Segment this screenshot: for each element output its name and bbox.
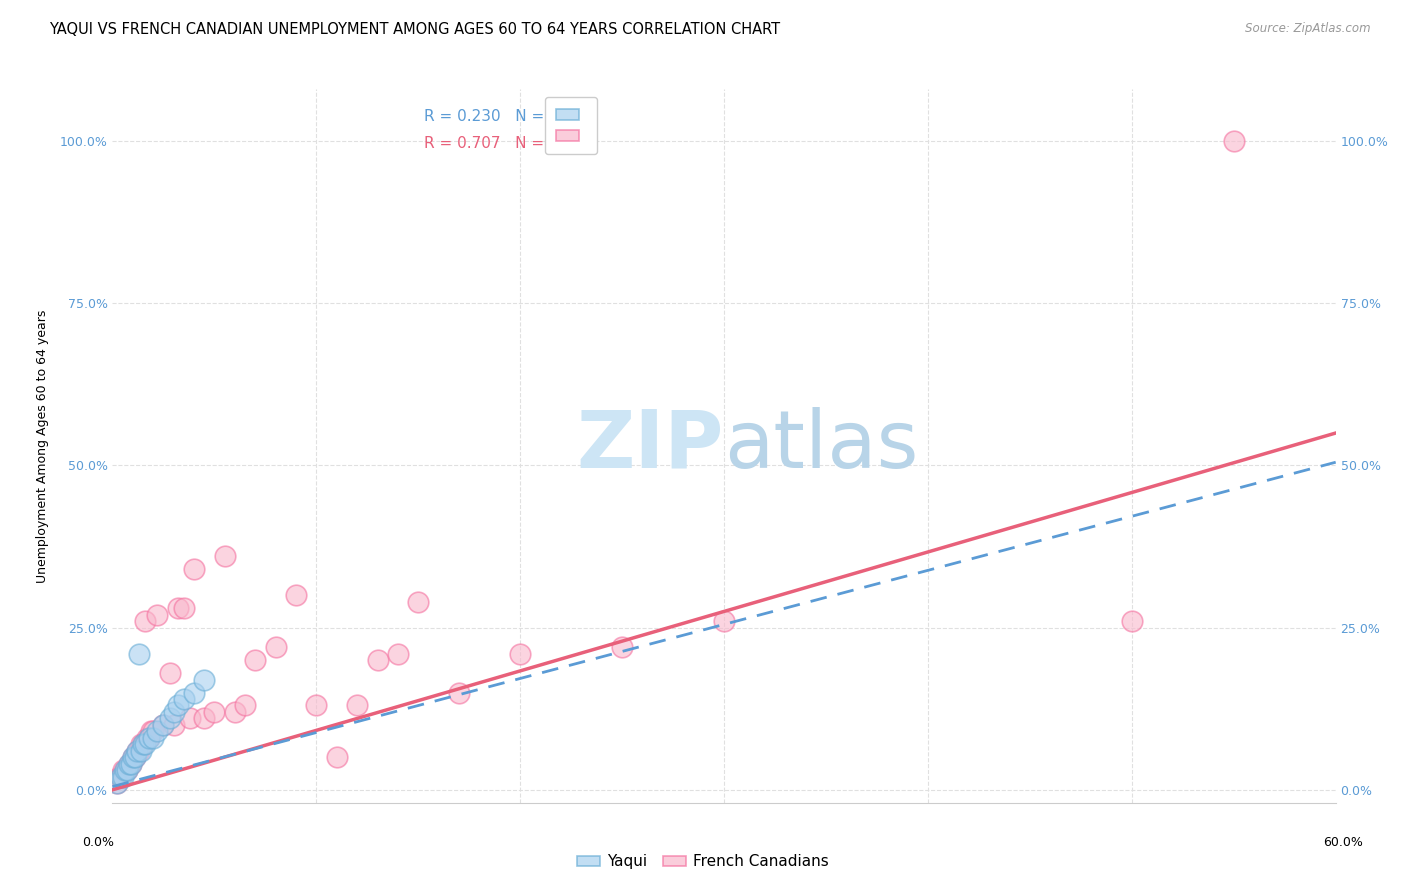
Point	[509, 647, 531, 661]
Point	[141, 724, 163, 739]
Point	[610, 640, 633, 654]
Point	[120, 756, 142, 771]
Point	[173, 601, 195, 615]
Point	[128, 647, 150, 661]
Point	[159, 711, 181, 725]
Point	[125, 744, 148, 758]
Point	[146, 607, 169, 622]
Point	[193, 711, 215, 725]
Point	[111, 764, 134, 778]
Point	[115, 764, 138, 778]
Y-axis label: Unemployment Among Ages 60 to 64 years: Unemployment Among Ages 60 to 64 years	[35, 310, 49, 582]
Point	[305, 698, 328, 713]
Point	[115, 764, 138, 778]
Point	[118, 756, 141, 771]
Point	[183, 685, 205, 699]
Point	[204, 705, 226, 719]
Point	[233, 698, 256, 713]
Point	[118, 756, 141, 771]
Point	[387, 647, 409, 661]
Point	[152, 718, 174, 732]
Point	[132, 738, 155, 752]
Point	[105, 776, 128, 790]
Point	[120, 756, 142, 771]
Point	[245, 653, 267, 667]
Point	[114, 764, 136, 778]
Point	[107, 770, 129, 784]
Point	[163, 718, 186, 732]
Point	[134, 614, 156, 628]
Point	[408, 595, 430, 609]
Point	[159, 666, 181, 681]
Point	[447, 685, 470, 699]
Point	[142, 724, 165, 739]
Point	[152, 718, 174, 732]
Text: R = 0.230   N = 24: R = 0.230 N = 24	[425, 109, 569, 124]
Point	[142, 731, 165, 745]
Point	[110, 770, 132, 784]
Legend: Yaqui, French Canadians: Yaqui, French Canadians	[571, 848, 835, 875]
Point	[132, 738, 155, 752]
Point	[166, 698, 188, 713]
Point	[713, 614, 735, 628]
Text: 0.0%: 0.0%	[83, 837, 114, 849]
Point	[183, 562, 205, 576]
Point	[214, 549, 236, 564]
Point	[105, 776, 128, 790]
Point	[166, 601, 188, 615]
Point	[124, 750, 146, 764]
Point	[146, 724, 169, 739]
Point	[129, 738, 152, 752]
Legend: , : ,	[546, 97, 598, 154]
Point	[179, 711, 201, 725]
Point	[326, 750, 349, 764]
Text: 60.0%: 60.0%	[1323, 837, 1362, 849]
Point	[138, 731, 160, 745]
Text: ZIP: ZIP	[576, 407, 724, 485]
Point	[138, 731, 160, 745]
Point	[122, 750, 145, 764]
Point	[224, 705, 246, 719]
Point	[193, 673, 215, 687]
Point	[128, 744, 150, 758]
Point	[1121, 614, 1143, 628]
Point	[173, 692, 195, 706]
Point	[122, 750, 145, 764]
Text: Source: ZipAtlas.com: Source: ZipAtlas.com	[1246, 22, 1371, 36]
Point	[346, 698, 368, 713]
Point	[114, 764, 136, 778]
Point	[110, 770, 132, 784]
Point	[129, 744, 152, 758]
Point	[125, 744, 148, 758]
Point	[124, 750, 146, 764]
Point	[163, 705, 186, 719]
Point	[136, 731, 159, 745]
Text: R = 0.707   N = 47: R = 0.707 N = 47	[425, 136, 568, 151]
Text: atlas: atlas	[724, 407, 918, 485]
Point	[284, 588, 308, 602]
Point	[1223, 134, 1246, 148]
Point	[366, 653, 388, 667]
Point	[134, 738, 156, 752]
Point	[264, 640, 287, 654]
Point	[111, 770, 134, 784]
Text: YAQUI VS FRENCH CANADIAN UNEMPLOYMENT AMONG AGES 60 TO 64 YEARS CORRELATION CHAR: YAQUI VS FRENCH CANADIAN UNEMPLOYMENT AM…	[49, 22, 780, 37]
